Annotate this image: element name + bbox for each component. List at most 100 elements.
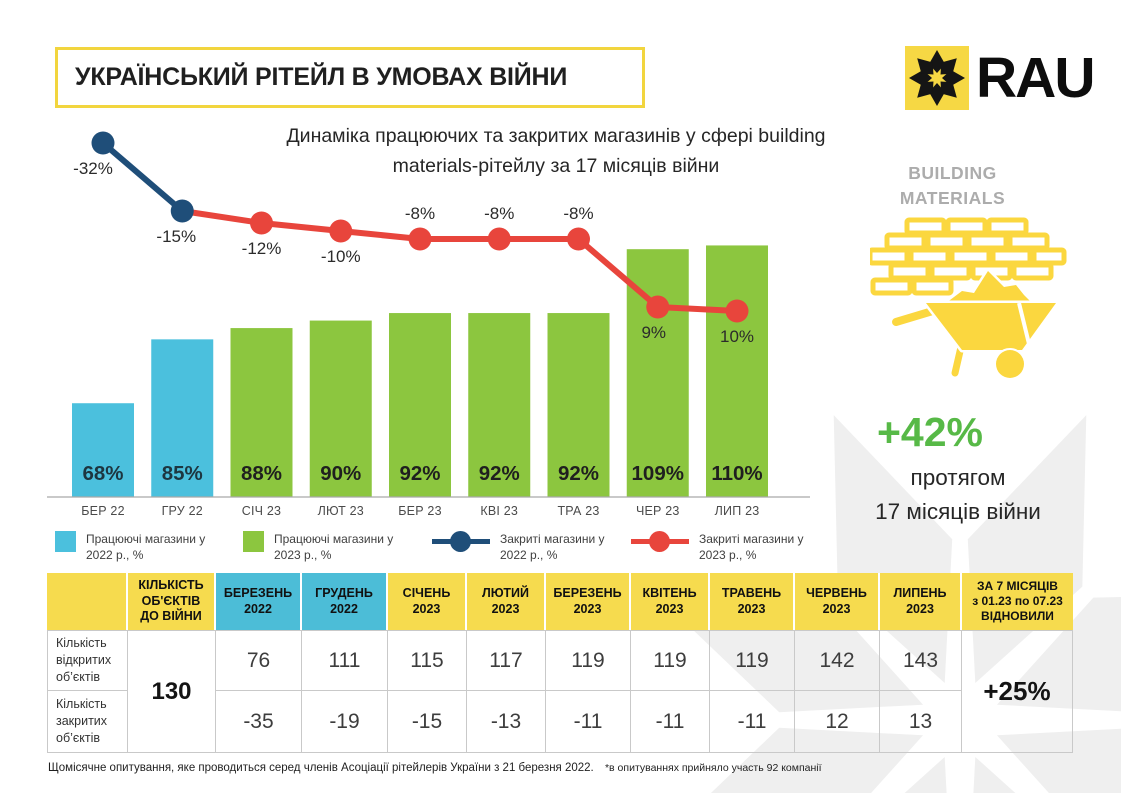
- line-segment: [100, 140, 186, 214]
- legend-line-swatch: [631, 531, 689, 552]
- legend-label: Закриті магазини у 2023 р., %: [699, 532, 804, 563]
- bar-value-label: 88%: [241, 462, 282, 485]
- table-header-cell: ТРАВЕНЬ 2023: [710, 573, 795, 630]
- bar-value-label: 109%: [632, 462, 684, 485]
- category-label: BUILDING MATERIALS: [899, 163, 1006, 209]
- bar-value-label: 68%: [82, 462, 123, 485]
- table-header-cell: ГРУДЕНЬ 2022: [302, 573, 388, 630]
- wheelbarrow-bricks-icon: [870, 217, 1067, 380]
- table-header-cell: ЗА 7 МІСЯЦІВ з 01.23 по 07.23 ВІДНОВИЛИ: [962, 573, 1073, 630]
- table-cell: -19: [302, 691, 388, 753]
- x-axis-label: ГРУ 22: [162, 504, 203, 518]
- table-cell: -11: [710, 691, 795, 753]
- line-point: [170, 199, 194, 223]
- table-header-cell: ЛЮТИЙ 2023: [467, 573, 546, 630]
- line-segment: [258, 220, 344, 234]
- line-value-label: -32%: [73, 159, 113, 178]
- table-header-cell: КІЛЬКІСТЬ ОБ'ЄКТІВ ДО ВІЙНИ: [128, 573, 216, 630]
- table-cell: -13: [467, 691, 546, 753]
- legend-item-4: Закриті магазини у 2023 р., %: [631, 531, 804, 563]
- bar-value-label: 85%: [162, 462, 203, 485]
- bar-value-label: 92%: [479, 462, 520, 485]
- chart-legend: Працюючі магазини у 2022 р., % Працюючі м…: [47, 527, 819, 573]
- chart-title: Динаміка працюючих та закритих магазинів…: [286, 125, 826, 178]
- table-cell: 142: [795, 630, 880, 691]
- legend-line-swatch: [432, 531, 490, 552]
- table-header-cell: БЕРЕЗЕНЬ 2022: [216, 573, 302, 630]
- table-cell: 115: [388, 630, 467, 691]
- table-header-cell: ЛИПЕНЬ 2023: [880, 573, 962, 630]
- table-row-label: Кількість відкритих об’єктів: [47, 630, 128, 691]
- rau-star-icon: [905, 46, 969, 110]
- legend-item-1: Працюючі магазини у 2022 р., %: [55, 531, 205, 563]
- table-header-cell: КВІТЕНЬ 2023: [631, 573, 710, 630]
- footnote-participants: *в опитуваннях прийняло участь 92 компан…: [604, 762, 822, 774]
- table-cell: 119: [710, 630, 795, 691]
- recovered-percent-cell: +25%: [962, 630, 1073, 753]
- line-value-label: 9%: [641, 323, 666, 342]
- line-value-label: -10%: [321, 247, 361, 266]
- legend-item-3: Закриті магазини у 2022 р., %: [432, 531, 605, 563]
- x-axis-label: КВІ 23: [480, 504, 518, 518]
- chart-bar-6: [468, 313, 531, 497]
- line-segment: [179, 208, 265, 226]
- line-point: [567, 227, 590, 251]
- growth-value: +42%: [876, 409, 983, 455]
- legend-label: Працюючі магазини у 2023 р., %: [274, 532, 394, 563]
- table-cell: -15: [388, 691, 467, 753]
- line-point: [487, 227, 511, 251]
- bar-line-chart: БЕР 22 ГРУ 22 СІЧ 23 ЛЮТ 23 БЕР 23 КВІ 23 ТРА …: [47, 131, 810, 518]
- line-value-label: -12%: [242, 239, 282, 258]
- line-point: [408, 227, 432, 251]
- chart-bar-3: [230, 328, 293, 497]
- table-cell: 111: [302, 630, 388, 691]
- x-axis-label: ЛЮТ 23: [318, 504, 364, 518]
- x-axis-label: ТРА 23: [557, 504, 599, 518]
- footnote-survey: Щомісячне опитування, яке проводиться се…: [48, 762, 594, 774]
- table-cell: 119: [546, 630, 631, 691]
- line-value-label: -8%: [484, 204, 514, 223]
- line-value-label: -15%: [156, 227, 196, 246]
- growth-caption: протягом 17 місяців війни: [875, 465, 1041, 524]
- table-header-cell: СІЧЕНЬ 2023: [388, 573, 467, 630]
- x-axis-label: СІЧ 23: [242, 504, 281, 518]
- table-cell: 76: [216, 630, 302, 691]
- table-cell: 12: [795, 691, 880, 753]
- chart-bar-4: [309, 320, 372, 497]
- rau-logo: RAU: [905, 45, 1095, 111]
- table-header-cell: [47, 573, 128, 630]
- table-cell: -35: [216, 691, 302, 753]
- chart-bar-9: [706, 245, 768, 497]
- prewar-count-cell: 130: [128, 630, 216, 753]
- line-segment: [337, 228, 423, 242]
- line-value-label: -8%: [563, 204, 593, 223]
- line-segment: [575, 236, 661, 310]
- chart-bar-1: [72, 403, 134, 497]
- page-title: УКРАЇНСЬКИЙ РІТЕЙЛ В УМОВАХ ВІЙНИ: [75, 63, 568, 91]
- line-point: [91, 131, 115, 155]
- bar-value-label: 92%: [558, 462, 599, 485]
- rau-logo-text: RAU: [976, 46, 1095, 110]
- chart-bar-5: [389, 313, 451, 497]
- table-cell: 13: [880, 691, 962, 753]
- footnote: Щомісячне опитування, яке проводиться се…: [48, 762, 822, 774]
- x-axis-label: ЛИП 23: [715, 504, 760, 518]
- legend-square-swatch: [55, 531, 76, 552]
- x-axis-label: БЕР 23: [398, 504, 441, 518]
- legend-item-2: Працюючі магазини у 2023 р., %: [243, 531, 393, 563]
- line-point: [725, 299, 749, 323]
- table-cell: 117: [467, 630, 546, 691]
- table-cell: -11: [546, 691, 631, 753]
- x-axis-label: ЧЕР 23: [636, 504, 680, 518]
- line-point: [329, 219, 353, 243]
- table-header-cell: ЧЕРВЕНЬ 2023: [795, 573, 880, 630]
- page-title-box: УКРАЇНСЬКИЙ РІТЕЙЛ В УМОВАХ ВІЙНИ: [55, 47, 645, 108]
- chart-bar-2: [151, 339, 214, 497]
- line-value-label: 10%: [720, 327, 754, 346]
- legend-label: Закриті магазини у 2022 р., %: [500, 532, 605, 563]
- bar-value-label: 92%: [399, 462, 440, 485]
- line-point: [250, 211, 273, 235]
- x-axis-label: БЕР 22: [81, 504, 124, 518]
- table-row-label: Кількість закритих об’єктів: [47, 691, 128, 753]
